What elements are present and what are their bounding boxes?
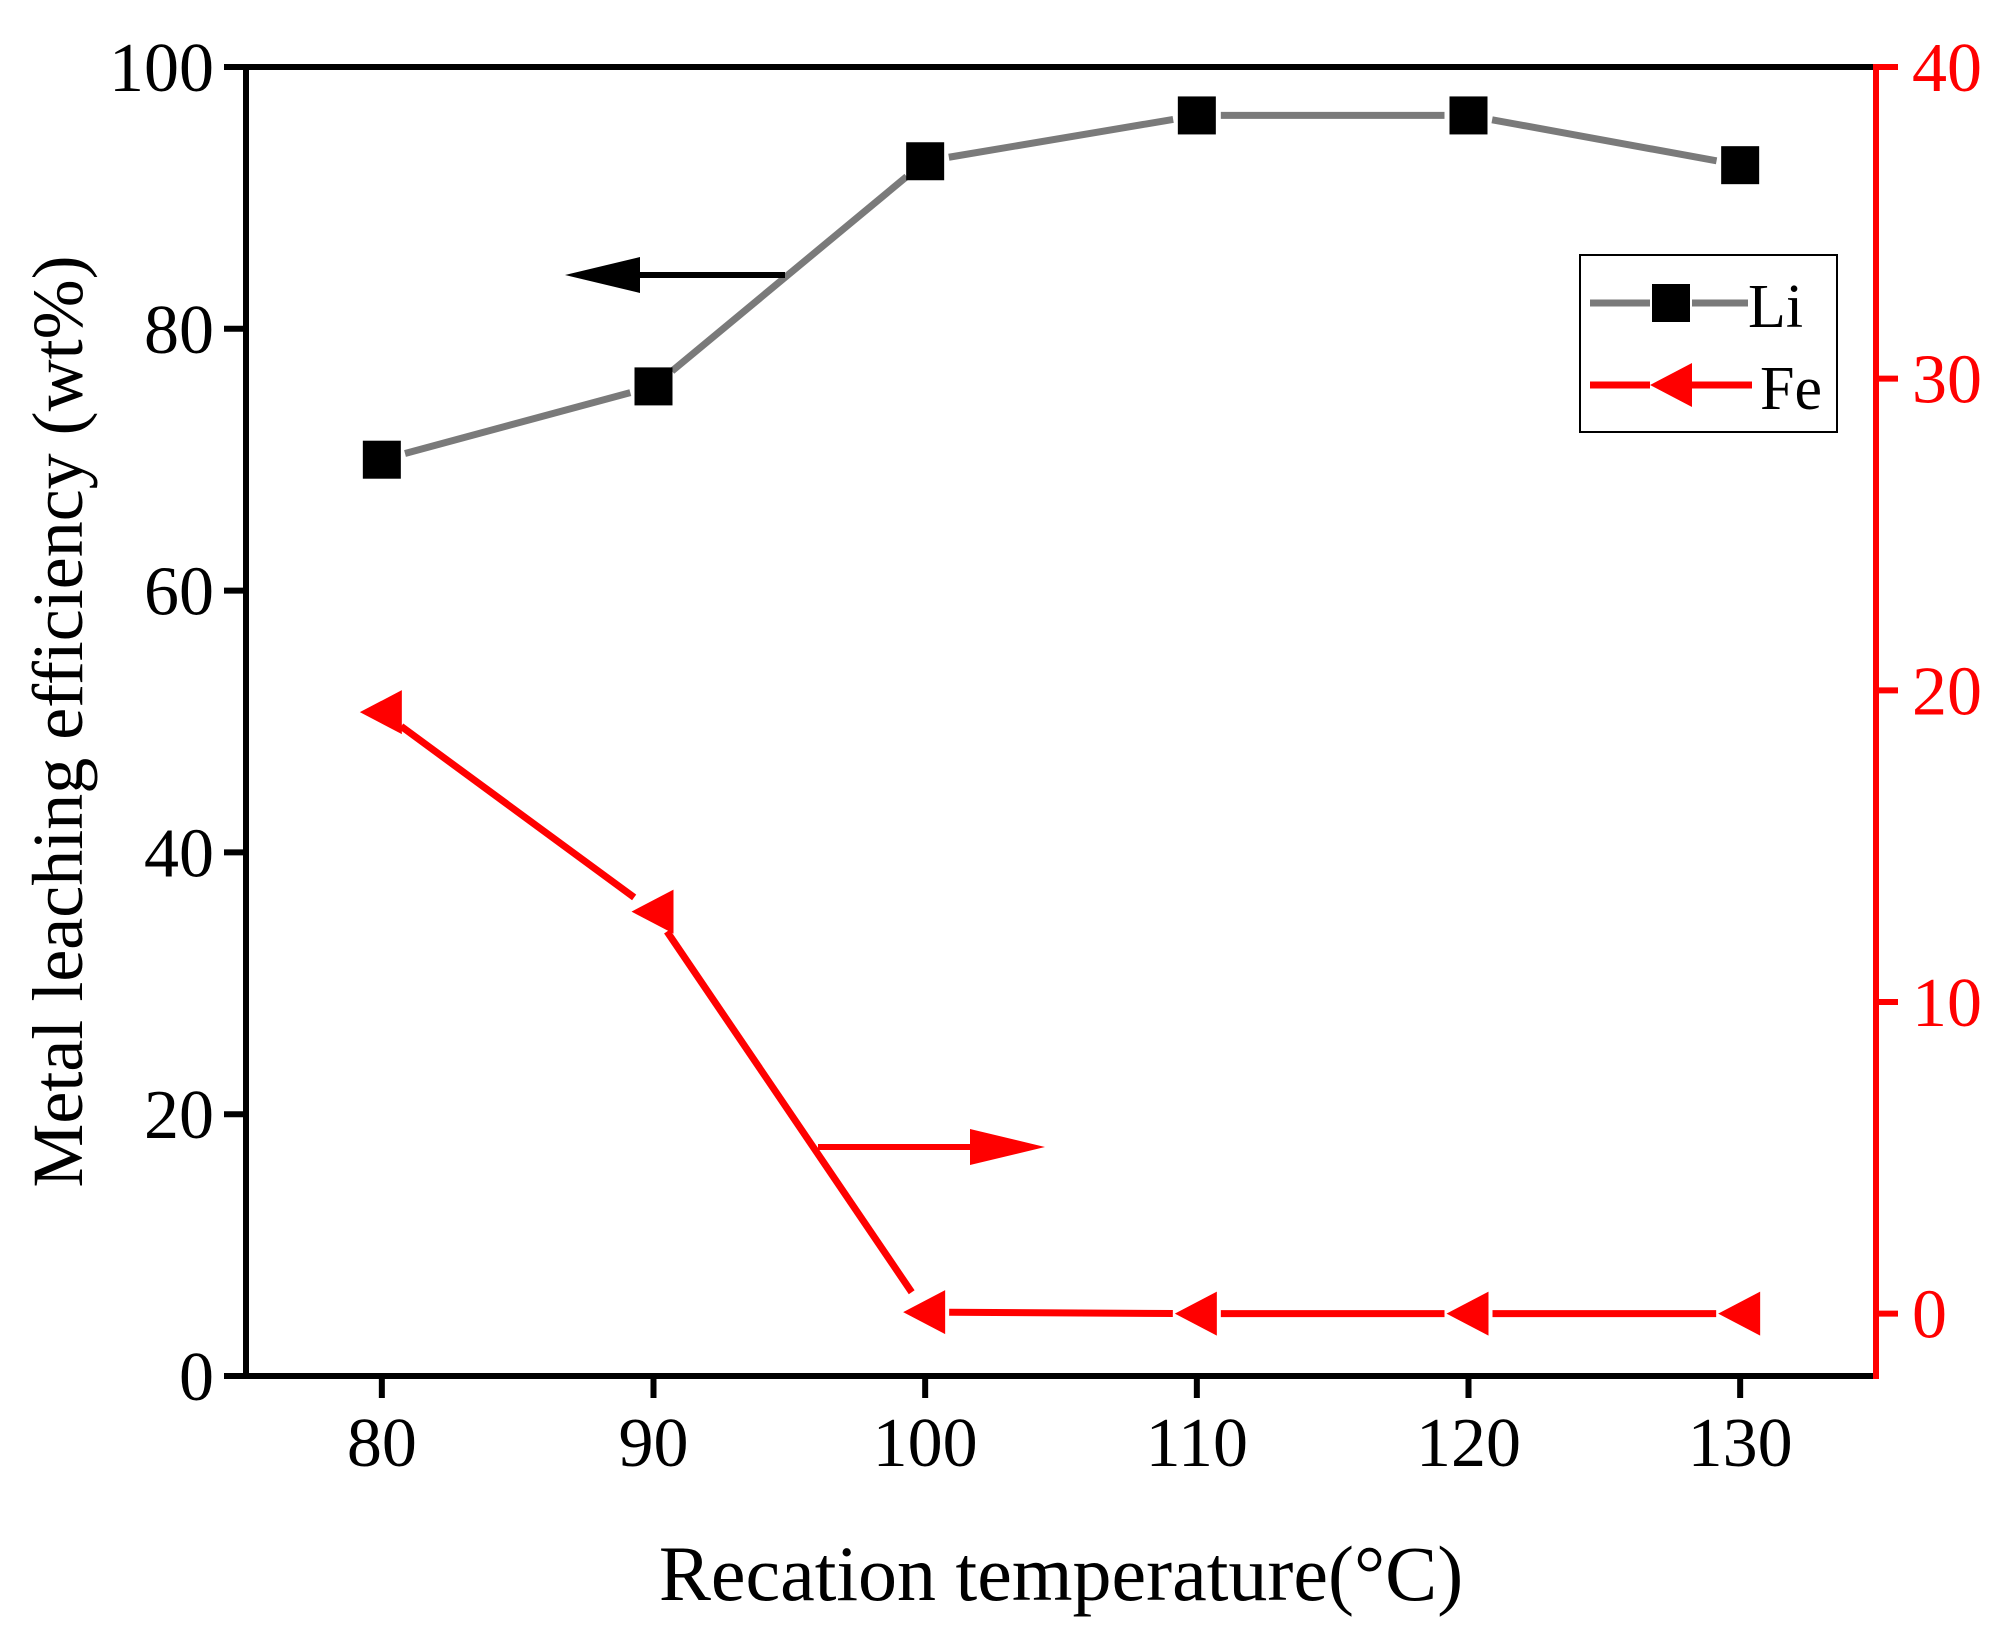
li-line-segment xyxy=(948,115,1174,161)
y-axis-title: Metal leaching efficiency (wt%) xyxy=(18,255,98,1187)
y2-tick-label: 40 xyxy=(1912,30,1982,107)
legend-li-marker xyxy=(1652,284,1690,322)
li-data-point xyxy=(1449,96,1488,135)
legend-li-label: Li xyxy=(1748,273,1803,341)
x-tick-label: 90 xyxy=(619,1405,689,1482)
y-tick-label: 100 xyxy=(109,30,214,107)
x-tick-label: 130 xyxy=(1688,1405,1793,1482)
li-data-point xyxy=(1177,96,1216,135)
li-data-point xyxy=(634,367,673,406)
fe-line-segment xyxy=(664,929,915,1295)
li-data-point xyxy=(1721,146,1760,185)
y2-tick-label: 10 xyxy=(1912,965,1982,1042)
y2-tick-label: 30 xyxy=(1912,342,1982,419)
fe-data-point xyxy=(1174,1291,1217,1336)
legend-box xyxy=(1579,254,1838,433)
li-line-segment xyxy=(1491,116,1718,165)
x-tick-label: 100 xyxy=(873,1405,978,1482)
fe-data-point xyxy=(631,889,674,934)
y-tick-label: 40 xyxy=(144,815,214,892)
x-axis-title: Recation temperature(°C) xyxy=(659,1530,1463,1617)
left-axis-arrow-head xyxy=(565,257,640,293)
y2-tick-label: 20 xyxy=(1912,653,1982,730)
right-axis-arrow-head xyxy=(970,1129,1045,1165)
fe-data-point xyxy=(359,690,402,735)
axes xyxy=(243,64,1879,1379)
plot-marks xyxy=(359,96,1761,1336)
x-tick-label: 110 xyxy=(1146,1405,1248,1482)
x-tick-label: 80 xyxy=(347,1405,417,1482)
ticks: 80 90 100 110 120 130 0 20 40 60 80 100 0 10 20 30 40 xyxy=(109,30,1982,1482)
fe-data-point xyxy=(903,1290,946,1335)
li-line-segment xyxy=(404,389,632,457)
y-tick-label: 60 xyxy=(144,554,214,631)
fe-data-point xyxy=(1718,1291,1761,1336)
li-data-point xyxy=(906,142,945,181)
y-tick-label: 80 xyxy=(144,292,214,369)
annotations xyxy=(565,257,1045,1165)
legend-fe-label: Fe xyxy=(1760,355,1822,423)
li-line-segment xyxy=(669,173,909,374)
y2-tick-label: 0 xyxy=(1912,1277,1947,1354)
fe-line-segment xyxy=(399,723,637,901)
labels: Recation temperature(°C) Metal leaching e… xyxy=(18,255,1463,1617)
y-tick-label: 20 xyxy=(144,1077,214,1154)
li-data-point xyxy=(362,440,401,479)
legend: Li Fe xyxy=(1579,254,1838,433)
x-tick-label: 120 xyxy=(1416,1405,1521,1482)
fe-line-segment xyxy=(949,1308,1173,1318)
fe-data-point xyxy=(1446,1291,1489,1336)
legend-fe-marker xyxy=(1650,363,1692,407)
y-tick-label: 0 xyxy=(179,1339,214,1416)
